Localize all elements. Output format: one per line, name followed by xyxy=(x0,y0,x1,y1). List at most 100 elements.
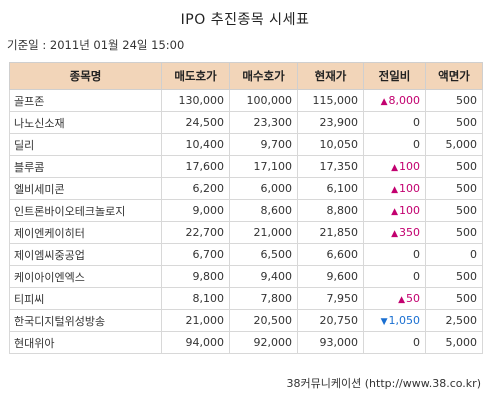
ask-price-cell: 21,000 xyxy=(161,309,230,332)
face-value-cell: 5,000 xyxy=(425,331,483,354)
table-row: 딜리 10,400 9,700 10,050 0 5,000 xyxy=(9,133,483,156)
stock-name-cell: 제이엔케이히터 xyxy=(9,221,162,244)
change-value: 0 xyxy=(413,116,420,129)
header-stock-name: 종목명 xyxy=(9,62,162,90)
header-change: 전일비 xyxy=(363,62,426,90)
stock-name-cell: 나노신소재 xyxy=(9,111,162,134)
current-price-cell: 21,850 xyxy=(297,221,364,244)
change-cell: 0 xyxy=(363,111,426,134)
up-arrow-icon: ▲ xyxy=(380,97,388,107)
current-price-cell: 115,000 xyxy=(297,89,364,112)
current-price-cell: 6,100 xyxy=(297,177,364,200)
current-price-cell: 6,600 xyxy=(297,243,364,266)
stock-name-cell: 제이엠씨중공업 xyxy=(9,243,162,266)
bid-price-cell: 100,000 xyxy=(229,89,298,112)
face-value-cell: 5,000 xyxy=(425,133,483,156)
change-value: 0 xyxy=(413,270,420,283)
change-value: 100 xyxy=(399,182,420,195)
ask-price-cell: 9,000 xyxy=(161,199,230,222)
face-value-cell: 500 xyxy=(425,265,483,288)
stock-name-cell: 엘비세미콘 xyxy=(9,177,162,200)
table-row: 케이아이엔엑스 9,800 9,400 9,600 0 500 xyxy=(9,265,483,288)
table-row: 제이엔케이히터 22,700 21,000 21,850 ▲350 500 xyxy=(9,221,483,244)
change-value: 1,050 xyxy=(388,314,421,327)
stock-name-cell: 케이아이엔엑스 xyxy=(9,265,162,288)
bid-price-cell: 23,300 xyxy=(229,111,298,134)
ask-price-cell: 6,700 xyxy=(161,243,230,266)
change-value: 50 xyxy=(406,292,420,305)
stock-name-cell: 현대위아 xyxy=(9,331,162,354)
header-current-price: 현재가 xyxy=(297,62,364,90)
change-cell: ▲100 xyxy=(363,199,426,222)
up-arrow-icon: ▲ xyxy=(391,229,398,239)
face-value-cell: 0 xyxy=(425,243,483,266)
bid-price-cell: 20,500 xyxy=(229,309,298,332)
header-bid-price: 매수호가 xyxy=(229,62,298,90)
current-price-cell: 9,600 xyxy=(297,265,364,288)
change-value: 0 xyxy=(413,336,420,349)
current-price-cell: 8,800 xyxy=(297,199,364,222)
ask-price-cell: 22,700 xyxy=(161,221,230,244)
face-value-cell: 500 xyxy=(425,221,483,244)
table-row: 현대위아 94,000 92,000 93,000 0 5,000 xyxy=(9,331,483,354)
change-value: 100 xyxy=(399,204,420,217)
change-value: 8,000 xyxy=(388,94,421,107)
table-header-row: 종목명 매도호가 매수호가 현재가 전일비 액면가 xyxy=(9,62,483,90)
change-cell: ▼1,050 xyxy=(363,309,426,332)
table-row: 티피씨 8,100 7,800 7,950 ▲50 500 xyxy=(9,287,483,310)
ask-price-cell: 17,600 xyxy=(161,155,230,178)
change-cell: ▲8,000 xyxy=(363,89,426,112)
current-price-cell: 10,050 xyxy=(297,133,364,156)
down-arrow-icon: ▼ xyxy=(380,317,388,327)
ask-price-cell: 24,500 xyxy=(161,111,230,134)
face-value-cell: 500 xyxy=(425,177,483,200)
table-row: 인트론바이오테크놀로지 9,000 8,600 8,800 ▲100 500 xyxy=(9,199,483,222)
table-row: 블루콤 17,600 17,100 17,350 ▲100 500 xyxy=(9,155,483,178)
ask-price-cell: 8,100 xyxy=(161,287,230,310)
change-value: 0 xyxy=(413,138,420,151)
change-cell: 0 xyxy=(363,331,426,354)
ask-price-cell: 130,000 xyxy=(161,89,230,112)
change-cell: ▲100 xyxy=(363,155,426,178)
bid-price-cell: 6,000 xyxy=(229,177,298,200)
table-row: 나노신소재 24,500 23,300 23,900 0 500 xyxy=(9,111,483,134)
change-value: 100 xyxy=(399,160,420,173)
header-ask-price: 매도호가 xyxy=(161,62,230,90)
stock-name-cell: 인트론바이오테크놀로지 xyxy=(9,199,162,222)
face-value-cell: 500 xyxy=(425,111,483,134)
bid-price-cell: 17,100 xyxy=(229,155,298,178)
face-value-cell: 500 xyxy=(425,199,483,222)
current-price-cell: 17,350 xyxy=(297,155,364,178)
face-value-cell: 2,500 xyxy=(425,309,483,332)
up-arrow-icon: ▲ xyxy=(391,207,398,217)
current-price-cell: 23,900 xyxy=(297,111,364,134)
header-face-value: 액면가 xyxy=(425,62,483,90)
base-date: 기준일 : 2011년 01월 24일 15:00 xyxy=(7,38,185,52)
current-price-cell: 93,000 xyxy=(297,331,364,354)
change-cell: ▲50 xyxy=(363,287,426,310)
bid-price-cell: 6,500 xyxy=(229,243,298,266)
ask-price-cell: 94,000 xyxy=(161,331,230,354)
stock-name-cell: 딜리 xyxy=(9,133,162,156)
face-value-cell: 500 xyxy=(425,89,483,112)
face-value-cell: 500 xyxy=(425,155,483,178)
bid-price-cell: 21,000 xyxy=(229,221,298,244)
table-row: 골프존 130,000 100,000 115,000 ▲8,000 500 xyxy=(9,89,483,112)
stock-name-cell: 티피씨 xyxy=(9,287,162,310)
up-arrow-icon: ▲ xyxy=(391,163,398,173)
ipo-price-table: 종목명 매도호가 매수호가 현재가 전일비 액면가 골프존 130,000 100,… xyxy=(9,62,483,354)
source-footer: 38커뮤니케이션 (http://www.38.co.kr) xyxy=(286,377,481,390)
current-price-cell: 7,950 xyxy=(297,287,364,310)
table-row: 엘비세미콘 6,200 6,000 6,100 ▲100 500 xyxy=(9,177,483,200)
bid-price-cell: 9,400 xyxy=(229,265,298,288)
page-title: IPO 추진종목 시세표 xyxy=(180,12,310,28)
ask-price-cell: 9,800 xyxy=(161,265,230,288)
bid-price-cell: 9,700 xyxy=(229,133,298,156)
table-row: 한국디지털위성방송 21,000 20,500 20,750 ▼1,050 2,500 xyxy=(9,309,483,332)
stock-name-cell: 한국디지털위성방송 xyxy=(9,309,162,332)
bid-price-cell: 92,000 xyxy=(229,331,298,354)
change-value: 350 xyxy=(399,226,420,239)
change-cell: 0 xyxy=(363,133,426,156)
change-cell: 0 xyxy=(363,265,426,288)
stock-name-cell: 골프존 xyxy=(9,89,162,112)
